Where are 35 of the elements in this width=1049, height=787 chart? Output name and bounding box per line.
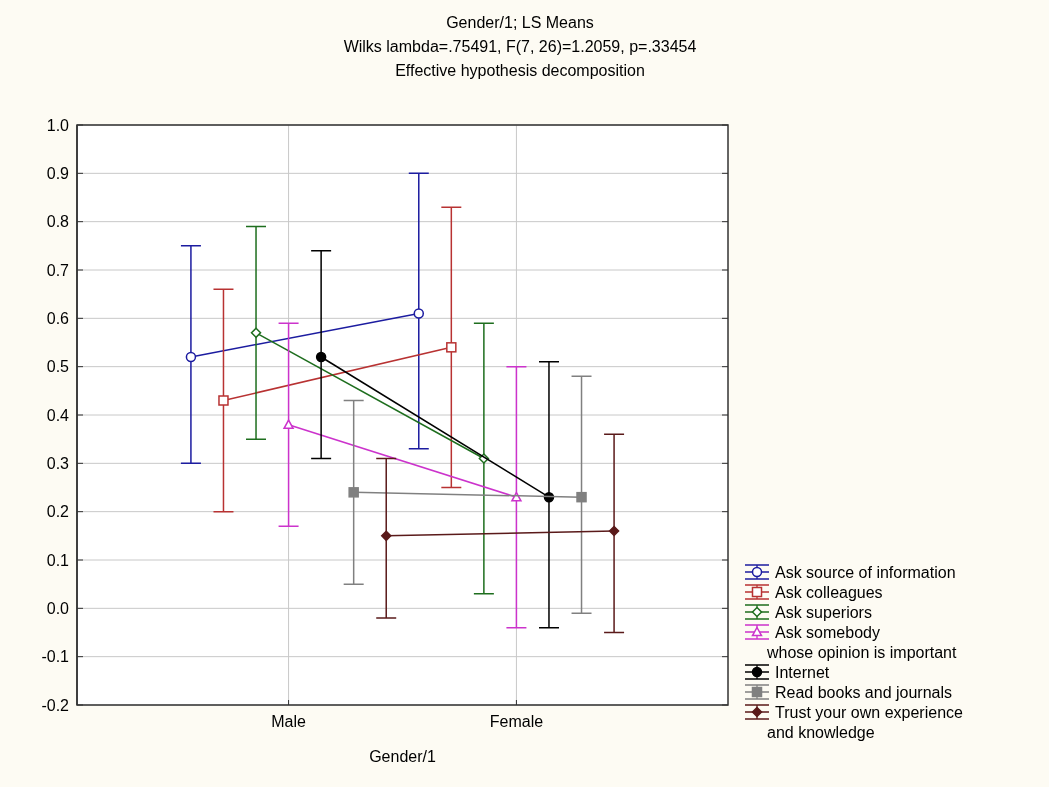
chart-title: Gender/1; LS Means <box>446 14 594 31</box>
legend-label: Ask superiors <box>775 603 872 621</box>
point <box>413 308 425 319</box>
legend-label: Ask colleagues <box>775 583 883 601</box>
y-tick-label: 0.9 <box>46 164 70 182</box>
point <box>348 487 359 498</box>
y-tick-label: 0.1 <box>46 551 70 569</box>
point <box>315 351 327 363</box>
point <box>576 491 587 503</box>
y-tick-label: -0.2 <box>41 696 70 714</box>
legend-label: Internet <box>775 663 830 681</box>
y-tick-label: 0.7 <box>46 261 70 279</box>
y-tick-label: 0.5 <box>46 358 70 376</box>
x-tick-label: Female <box>489 713 544 730</box>
legend-label: Ask somebody whose opinion is important <box>766 623 957 661</box>
y-tick-label: 0.6 <box>46 309 70 327</box>
y-tick-label: 1.0 <box>46 116 70 134</box>
y-tick-label: 0.8 <box>46 213 70 231</box>
x-tick-label: Male <box>271 713 307 730</box>
legend-label: Trust your own experience and knowledge <box>767 703 964 741</box>
y-tick-label: 0.2 <box>46 503 70 521</box>
x-axis-title: Gender/1 <box>369 748 436 765</box>
chart-subtitle: Wilks lambda=.75491, F(7, 26)=1.2059, p=.33454 Effective hypothesis decomposition <box>343 38 697 79</box>
point <box>185 351 197 363</box>
y-tick-label: 0.3 <box>46 454 70 472</box>
point <box>446 342 457 353</box>
legend-label: Read books and journals <box>775 683 953 701</box>
point <box>250 327 262 339</box>
point <box>380 530 392 542</box>
y-tick-label: -0.1 <box>41 648 70 666</box>
legend-label: Ask source of information <box>775 563 956 581</box>
point <box>608 525 620 537</box>
y-tick-label: 0.0 <box>46 599 70 617</box>
y-tick-label: 0.4 <box>46 406 70 424</box>
point <box>218 395 229 406</box>
